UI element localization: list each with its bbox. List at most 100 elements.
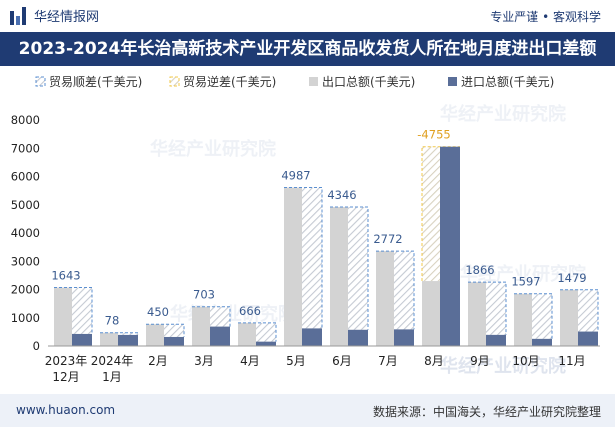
surplus-outline — [192, 306, 231, 327]
title-bar: 2023-2024年长治高新技术产业开发区商品收发货人所在地月度进出口差额 — [0, 32, 615, 66]
export-bar — [514, 293, 534, 346]
surplus-bar — [164, 324, 184, 337]
x-tick-label: 3月 — [194, 354, 214, 368]
import-bar — [394, 329, 414, 346]
surplus-bar — [532, 293, 552, 339]
y-tick-label: 4000 — [11, 226, 40, 240]
watermark: 华经产业研究院 — [440, 104, 566, 125]
legend-label: 贸易顺差(千美元) — [49, 75, 142, 89]
x-tick-label: 6月 — [332, 354, 352, 368]
data-label: 1479 — [557, 271, 586, 285]
x-tick-label: 2023年 — [45, 354, 88, 368]
export-bar — [100, 332, 120, 346]
import-bar — [72, 333, 92, 346]
legend-label: 进口总额(千美元) — [461, 75, 554, 89]
data-label: 666 — [239, 304, 261, 318]
footer-site: www.huaon.com — [16, 403, 116, 417]
surplus-bar — [72, 287, 92, 334]
data-label: 703 — [193, 288, 215, 302]
brand-name: 华经情报网 — [34, 10, 100, 25]
y-tick-label: 8000 — [11, 113, 40, 127]
data-label: -4755 — [417, 128, 450, 142]
surplus-outline — [330, 206, 369, 330]
import-bar — [118, 334, 138, 346]
surplus-bar — [486, 282, 506, 335]
export-bar — [54, 287, 74, 346]
y-tick-label: 5000 — [11, 198, 40, 212]
legend-swatch — [169, 76, 180, 87]
data-label: 2772 — [373, 232, 402, 246]
x-tick-label: 10月 — [512, 354, 539, 368]
legend-label: 出口总额(千美元) — [322, 75, 415, 89]
import-bar — [348, 329, 368, 346]
y-tick-label: 6000 — [11, 170, 40, 184]
surplus-bar — [302, 187, 322, 329]
export-bar — [192, 306, 212, 346]
x-tick-label: 4月 — [240, 354, 260, 368]
surplus-outline — [284, 187, 323, 329]
surplus-bar — [210, 306, 230, 327]
y-tick-label: 0 — [33, 339, 40, 353]
surplus-bar — [256, 322, 276, 342]
deficit-bar — [422, 146, 442, 282]
import-bar — [302, 328, 322, 346]
surplus-outline — [514, 293, 553, 339]
data-label: 4987 — [281, 169, 310, 183]
legend-swatch — [35, 76, 46, 87]
watermark: 华经产业研究院 — [460, 264, 586, 285]
x-tick-label: 9月 — [470, 354, 490, 368]
x-tick-label: 7月 — [378, 354, 398, 368]
import-bar — [256, 341, 276, 346]
surplus-outline — [100, 332, 139, 335]
y-tick-label: 1000 — [11, 311, 40, 325]
export-bar — [238, 322, 258, 346]
import-bar — [164, 336, 184, 346]
surplus-outline — [54, 287, 93, 334]
import-bar — [210, 326, 230, 346]
surplus-outline — [468, 281, 507, 335]
export-bar — [422, 281, 442, 346]
legend-label: 贸易逆差(千美元) — [183, 74, 276, 89]
x-tick-label: 5月 — [286, 354, 306, 368]
export-bar — [284, 187, 304, 346]
tagline: 专业严谨 • 客观科学 — [490, 10, 601, 24]
legend-swatch — [448, 77, 457, 86]
logo-icon — [10, 6, 28, 25]
x-tick-label: 2024年 — [91, 354, 134, 368]
x-tick-label: 1月 — [102, 370, 122, 384]
data-label: 1643 — [51, 269, 80, 283]
export-bar — [376, 251, 396, 346]
top-bar: 华经情报网 专业严谨 • 客观科学 — [0, 0, 615, 30]
export-bar — [146, 324, 166, 346]
import-bar — [440, 146, 460, 346]
watermark: 华经产业研究院 — [150, 139, 276, 160]
surplus-outline — [238, 322, 277, 342]
import-bar — [486, 334, 506, 346]
x-tick-label: 2月 — [148, 354, 168, 368]
export-bar — [330, 207, 350, 346]
surplus-outline — [146, 323, 185, 337]
export-bar — [560, 289, 580, 346]
brand: 华经情报网 — [10, 6, 99, 25]
import-bar — [578, 331, 598, 346]
chart: 贸易顺差(千美元) 贸易逆差(千美元) 出口总额(千美元) 进口总额(千美元) 0 100… — [11, 74, 600, 384]
data-label: 1866 — [465, 263, 494, 277]
surplus-outline — [560, 289, 599, 332]
data-source: 数据来源：中国海关，华经产业研究院整理 — [372, 405, 601, 419]
footer: www.huaon.com 数据来源：中国海关，华经产业研究院整理 — [0, 394, 615, 427]
data-label: 4346 — [327, 188, 356, 202]
x-tick-label: 12月 — [52, 370, 79, 384]
data-label: 1597 — [511, 275, 540, 289]
y-tick-label: 2000 — [11, 283, 40, 297]
data-label: 78 — [105, 314, 120, 328]
surplus-bar — [348, 207, 368, 330]
import-bar — [532, 338, 552, 346]
y-tick-label: 3000 — [11, 254, 40, 268]
surplus-bar — [118, 332, 138, 335]
x-tick-label: 8月 — [424, 354, 444, 368]
x-tick-label: 11月 — [558, 354, 585, 368]
data-label: 450 — [147, 305, 169, 319]
export-bar — [468, 282, 488, 346]
surplus-bar — [578, 289, 598, 332]
surplus-bar — [394, 251, 414, 330]
